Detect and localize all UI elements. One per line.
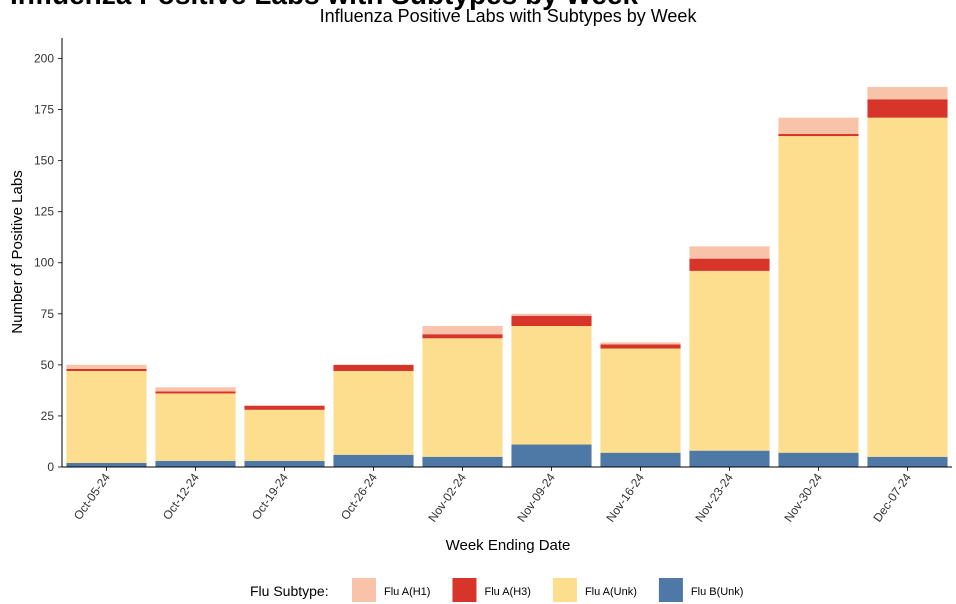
bar-segment: [244, 409, 325, 461]
bar-segment: [66, 370, 147, 463]
bar-segment: [778, 134, 859, 137]
legend-label: Flu A(H1): [384, 586, 430, 598]
legend-label: Flu A(H3): [484, 586, 530, 598]
bar-segment: [778, 452, 859, 467]
y-tick-label: 100: [34, 256, 54, 270]
legend-swatch: [452, 578, 477, 602]
bar-segment: [333, 454, 414, 467]
legend-label: Flu A(Unk): [585, 586, 637, 598]
legend-swatch: [352, 578, 376, 602]
bar-segment: [511, 326, 592, 445]
bar-segment: [333, 370, 414, 455]
bar-segment: [422, 456, 503, 467]
x-tick-label: Nov-23-24: [692, 470, 736, 524]
x-axis-title: Week Ending Date: [446, 537, 571, 554]
bar-segment: [155, 460, 236, 467]
bar-segment: [778, 117, 859, 135]
y-tick-label: 25: [41, 409, 55, 423]
y-tick-label: 125: [34, 205, 54, 219]
bar-segment: [66, 462, 147, 467]
x-tick-label: Nov-02-24: [425, 470, 469, 524]
x-tick-label: Oct-05-24: [71, 470, 113, 522]
bar-segment: [689, 246, 770, 259]
x-tick-label: Dec-07-24: [870, 470, 914, 524]
bar-segment: [600, 344, 681, 349]
bar-segment: [511, 315, 592, 327]
bar-segment: [155, 393, 236, 461]
y-tick-label: 175: [34, 103, 54, 117]
bar-segment: [511, 313, 592, 316]
x-tick-label: Nov-16-24: [603, 470, 647, 524]
y-tick-label: 50: [41, 358, 55, 372]
bar-segment: [867, 99, 948, 118]
bar-segment: [66, 368, 147, 371]
x-tick-label: Nov-09-24: [514, 470, 558, 524]
bar-segment: [155, 391, 236, 394]
x-tick-label: Oct-26-24: [338, 470, 380, 522]
bar-segment: [689, 270, 770, 451]
bar-segment: [422, 338, 503, 457]
bar-segment: [244, 460, 325, 467]
x-tick-label: Nov-30-24: [781, 470, 825, 524]
legend-title: Flu Subtype:: [250, 583, 329, 599]
bar-segment: [600, 342, 681, 345]
bar-segment: [422, 334, 503, 339]
legend-label: Flu B(Unk): [691, 586, 744, 598]
x-tick-label: Oct-12-24: [160, 470, 202, 522]
bar-segment: [511, 444, 592, 467]
bar-segment: [600, 348, 681, 453]
bar-segment: [778, 136, 859, 453]
bar-segment: [867, 117, 948, 457]
bar-segment: [600, 452, 681, 467]
bar-segment: [689, 450, 770, 467]
cropped-header: Influenza Positive Labs with Subtypes by…: [10, 0, 639, 10]
y-tick-label: 150: [34, 154, 54, 168]
x-tick-label: Oct-19-24: [249, 470, 291, 522]
chart-title: Influenza Positive Labs with Subtypes by…: [320, 6, 698, 26]
legend-swatch: [552, 578, 577, 602]
bar-segment: [333, 364, 414, 371]
y-tick-label: 0: [47, 460, 54, 474]
bar-segment: [689, 258, 770, 271]
bar-segment: [66, 364, 147, 369]
bar-segment: [867, 456, 948, 467]
bar-segment: [422, 326, 503, 335]
legend-swatch: [658, 578, 683, 602]
bar-segment: [155, 387, 236, 392]
y-tick-label: 200: [34, 51, 54, 65]
y-tick-label: 75: [41, 307, 55, 321]
bar-segment: [867, 87, 948, 100]
y-axis-title: Number of Positive Labs: [9, 170, 26, 333]
bar-segment: [244, 405, 325, 410]
